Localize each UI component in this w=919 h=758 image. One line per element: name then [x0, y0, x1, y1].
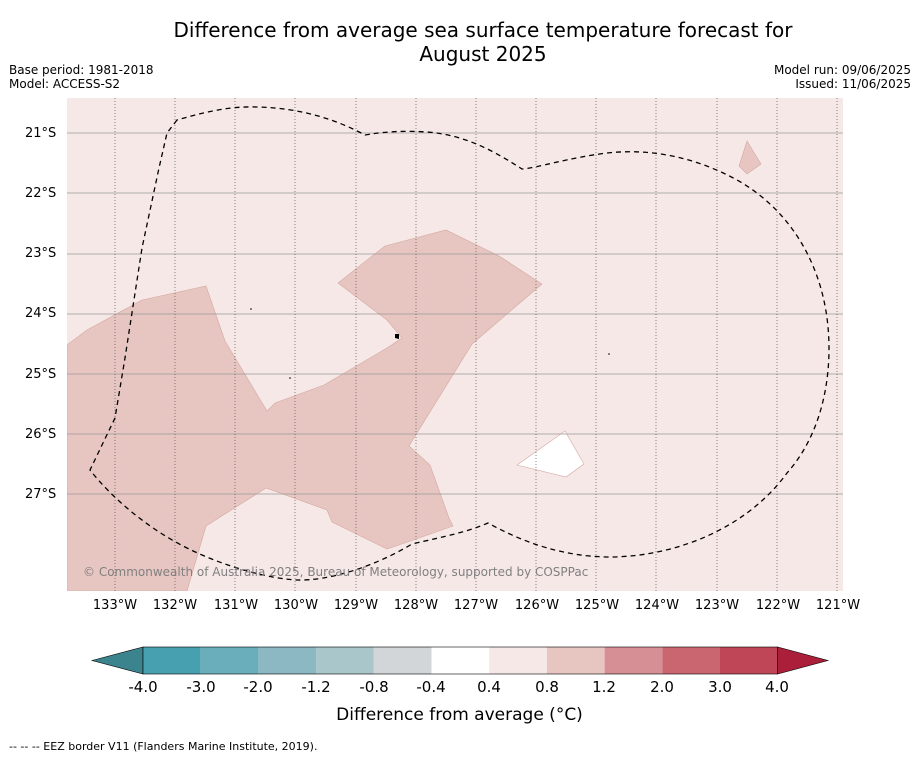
island [250, 308, 252, 310]
colorbar-segment [546, 647, 605, 674]
neutral-region [516, 430, 585, 478]
lon-label: 123°W [694, 598, 740, 613]
model-name: Model: ACCESS-S2 [9, 77, 121, 91]
colorbar-arrow-high [777, 646, 830, 675]
colorbar-tick: 0.8 [535, 678, 559, 696]
colorbar-segment [720, 647, 778, 674]
lon-label: 122°W [755, 598, 801, 613]
title-line-1: Difference from average sea surface temp… [173, 18, 793, 42]
colorbar-segment [604, 647, 663, 674]
colorbar-tick: 4.0 [765, 678, 789, 696]
colorbar-segment [373, 647, 432, 674]
sst-map [67, 98, 843, 591]
colorbar-arrow-low [90, 646, 144, 675]
lat-label: 22°S [25, 186, 57, 201]
lat-label: 26°S [25, 427, 57, 442]
eez-footnote: -- -- -- EEZ border V11 (Flanders Marine… [9, 740, 318, 753]
chart-title: Difference from average sea surface temp… [0, 18, 919, 66]
colorbar-segment [258, 647, 317, 674]
colorbar-tick: 3.0 [708, 678, 732, 696]
longitude-gridlines [114, 98, 838, 591]
colorbar-tick: 0.4 [477, 678, 501, 696]
lon-label: 133°W [92, 598, 138, 613]
lon-label: 126°W [514, 598, 560, 613]
meta-right: Model run: 09/06/2025 Issued: 11/06/2025 [774, 63, 911, 91]
colorbar-tick: -1.2 [301, 678, 331, 696]
lat-label: 23°S [25, 246, 57, 261]
colorbar-segment [662, 647, 720, 674]
colorbar-tick: 1.2 [592, 678, 616, 696]
lon-label: 132°W [152, 598, 198, 613]
colorbar-tick: 2.0 [650, 678, 674, 696]
lon-label: 121°W [815, 598, 861, 613]
lon-label: 127°W [453, 598, 499, 613]
title-line-2: August 2025 [419, 42, 547, 66]
colorbar-label: Difference from average (°C) [0, 705, 919, 725]
issued-date: Issued: 11/06/2025 [795, 77, 911, 91]
lon-label: 131°W [213, 598, 259, 613]
colorbar-segment [431, 647, 490, 674]
island [608, 353, 610, 355]
meta-left: Base period: 1981-2018 Model: ACCESS-S2 [9, 63, 154, 91]
colorbar-segment [200, 647, 259, 674]
island [395, 334, 399, 339]
colorbar-segment [316, 647, 374, 674]
lon-label: 125°W [574, 598, 620, 613]
lon-label: 124°W [634, 598, 680, 613]
lat-label: 25°S [25, 367, 57, 382]
colorbar-label-unit: °C) [555, 705, 583, 725]
colorbar [90, 646, 830, 675]
colorbar-label-text: Difference from average ( [336, 705, 556, 725]
island [289, 377, 291, 379]
lat-label: 21°S [25, 126, 57, 141]
colorbar-segment [143, 647, 201, 674]
anomaly-region-east-islet [738, 140, 762, 175]
colorbar-segment [489, 647, 547, 674]
colorbar-outline [142, 646, 779, 675]
lon-label: 129°W [333, 598, 379, 613]
lon-label: 130°W [273, 598, 319, 613]
base-period: Base period: 1981-2018 [9, 63, 154, 77]
colorbar-tick: -4.0 [128, 678, 158, 696]
eez-border [89, 106, 830, 581]
colorbar-tick: -0.8 [359, 678, 389, 696]
lon-label: 128°W [393, 598, 439, 613]
model-run: Model run: 09/06/2025 [773, 63, 911, 77]
colorbar-tick: -0.4 [416, 678, 446, 696]
copyright-notice: © Commonwealth of Australia 2025, Bureau… [83, 565, 589, 579]
colorbar-segments [90, 646, 830, 675]
anomaly-region-west [67, 229, 543, 591]
lat-label: 24°S [25, 306, 57, 321]
colorbar-tick: -3.0 [186, 678, 216, 696]
colorbar-tick: -2.0 [243, 678, 273, 696]
lat-label: 27°S [25, 487, 57, 502]
latitude-gridlines [67, 132, 843, 495]
